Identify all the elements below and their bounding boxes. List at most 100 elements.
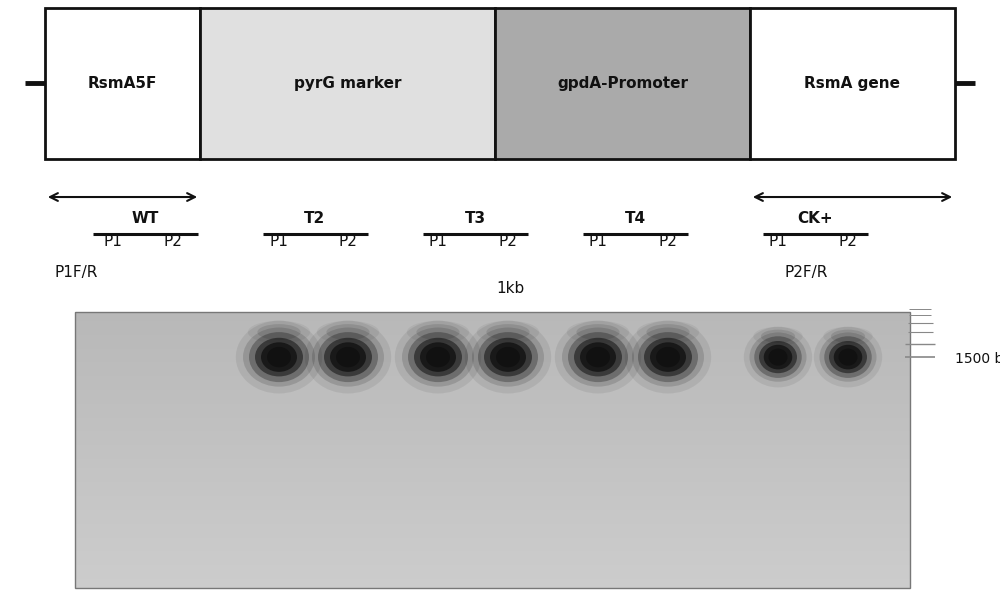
Bar [75,478,910,482]
Ellipse shape [267,347,291,367]
Bar [75,450,910,455]
Bar [75,413,910,417]
Bar [75,556,910,561]
Bar [200,8,495,159]
Ellipse shape [759,341,797,373]
Ellipse shape [586,347,610,367]
Text: RsmA5F: RsmA5F [88,76,157,91]
Bar [75,501,910,505]
Ellipse shape [580,342,616,372]
Bar [75,330,910,334]
Text: P1: P1 [589,234,607,249]
Ellipse shape [312,327,384,387]
Bar [75,565,910,570]
Bar [75,339,910,344]
Ellipse shape [764,345,792,369]
Bar [75,436,910,440]
Bar [75,395,910,399]
Text: P1: P1 [429,234,447,249]
Text: T2: T2 [304,211,326,226]
Text: P1: P1 [270,234,288,249]
Ellipse shape [249,332,309,382]
Ellipse shape [248,321,310,343]
Ellipse shape [395,321,481,394]
Text: 1kb: 1kb [496,281,524,295]
Ellipse shape [305,321,391,394]
Bar [45,8,200,159]
Bar [75,487,910,491]
Bar [75,468,910,473]
Ellipse shape [465,321,551,394]
Text: WT: WT [131,211,159,226]
Bar [75,349,910,353]
Bar [75,353,910,358]
Bar [75,584,910,588]
Ellipse shape [472,327,544,387]
Bar [75,542,910,547]
Bar [75,528,910,533]
Ellipse shape [326,324,370,340]
Ellipse shape [644,338,692,377]
Bar [75,496,910,501]
Ellipse shape [646,324,690,340]
Bar [75,422,910,427]
Ellipse shape [568,332,628,382]
Bar [75,385,910,390]
Ellipse shape [416,324,460,340]
Text: T4: T4 [624,211,646,226]
Bar [75,445,910,450]
Bar [75,381,910,385]
Ellipse shape [407,321,469,343]
Ellipse shape [814,327,882,387]
Bar [495,8,750,159]
Ellipse shape [420,342,456,372]
Bar [75,561,910,565]
Bar [75,399,910,404]
Ellipse shape [426,347,450,367]
Bar [75,326,910,330]
Bar [75,570,910,574]
Bar [75,376,910,381]
Bar [75,547,910,551]
Text: RsmA gene: RsmA gene [804,76,900,91]
Bar [75,362,910,367]
Ellipse shape [257,324,301,340]
Bar [75,524,910,528]
Bar [75,551,910,556]
Ellipse shape [820,333,876,382]
Bar [75,579,910,584]
Ellipse shape [753,327,803,346]
Ellipse shape [625,321,711,394]
Ellipse shape [574,338,622,377]
Bar [75,505,910,510]
Text: P2: P2 [339,234,357,249]
Text: P2: P2 [839,234,857,249]
Ellipse shape [744,327,812,387]
Bar [75,440,910,445]
Ellipse shape [831,330,865,343]
Bar [75,482,910,487]
Bar [75,432,910,436]
Bar [75,417,910,422]
Ellipse shape [414,338,462,377]
Bar [75,538,910,542]
Text: P1F/R: P1F/R [55,265,98,280]
Bar [75,533,910,538]
Ellipse shape [318,332,378,382]
Bar [75,344,910,349]
Ellipse shape [402,327,474,387]
Text: P2: P2 [499,234,517,249]
Text: pyrG marker: pyrG marker [294,76,401,91]
Ellipse shape [496,347,520,367]
Ellipse shape [317,321,379,343]
Bar [75,519,910,524]
Bar [75,404,910,408]
Text: 1500 bp: 1500 bp [955,352,1000,366]
Bar [75,473,910,478]
Bar [75,491,910,496]
Ellipse shape [656,347,680,367]
Ellipse shape [768,349,788,366]
Ellipse shape [632,327,704,387]
Bar [75,367,910,372]
Ellipse shape [823,327,873,346]
